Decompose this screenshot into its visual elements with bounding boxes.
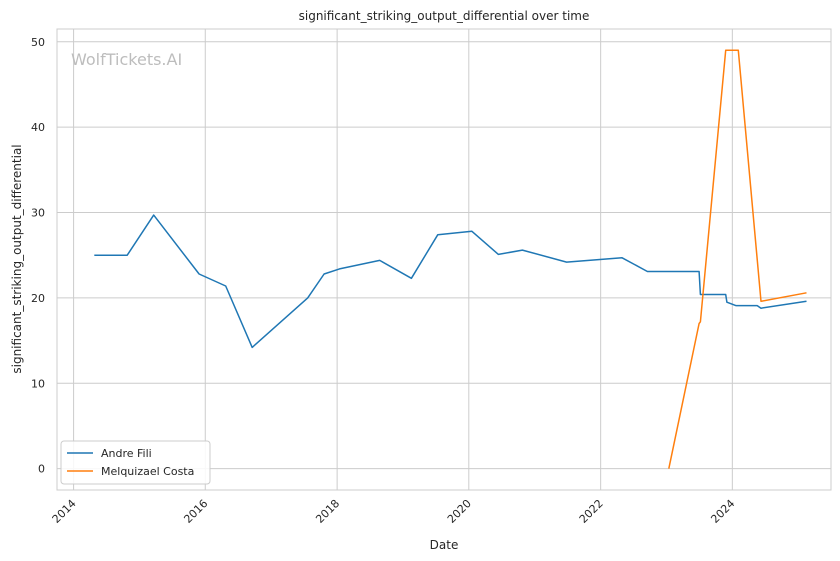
series-layer — [94, 49, 807, 469]
x-tick-label: 2022 — [577, 497, 606, 526]
x-tick-label: 2020 — [445, 497, 474, 526]
y-axis-label: significant_striking_output_differential — [10, 144, 24, 373]
x-tick-label: 2024 — [708, 497, 737, 526]
y-tick-label: 10 — [31, 377, 45, 390]
legend: Andre Fili Melquizael Costa — [60, 440, 211, 485]
x-tick-label: 2016 — [181, 497, 210, 526]
x-tick-label: 2018 — [313, 497, 342, 526]
chart-title: significant_striking_output_differential… — [299, 9, 590, 23]
y-axis-ticks: 0 10 20 30 40 50 — [31, 36, 45, 476]
y-tick-label: 50 — [31, 36, 45, 49]
x-tick-label: 2014 — [50, 497, 79, 526]
legend-label-melquizael-costa: Melquizael Costa — [101, 465, 194, 478]
x-axis-ticks: 2014 2016 2018 2020 2022 2024 — [50, 497, 738, 526]
watermark: WolfTickets.AI — [71, 50, 182, 69]
y-tick-label: 0 — [38, 463, 45, 476]
y-tick-label: 20 — [31, 292, 45, 305]
legend-box — [60, 440, 211, 485]
y-tick-label: 40 — [31, 121, 45, 134]
series-line-andre-fili — [94, 214, 807, 349]
legend-label-andre-fili: Andre Fili — [101, 447, 152, 460]
series-line-melquizael-costa — [668, 49, 807, 469]
grid — [57, 29, 831, 490]
y-tick-label: 30 — [31, 207, 45, 220]
x-axis-label: Date — [430, 538, 459, 552]
plot-area — [56, 28, 832, 491]
